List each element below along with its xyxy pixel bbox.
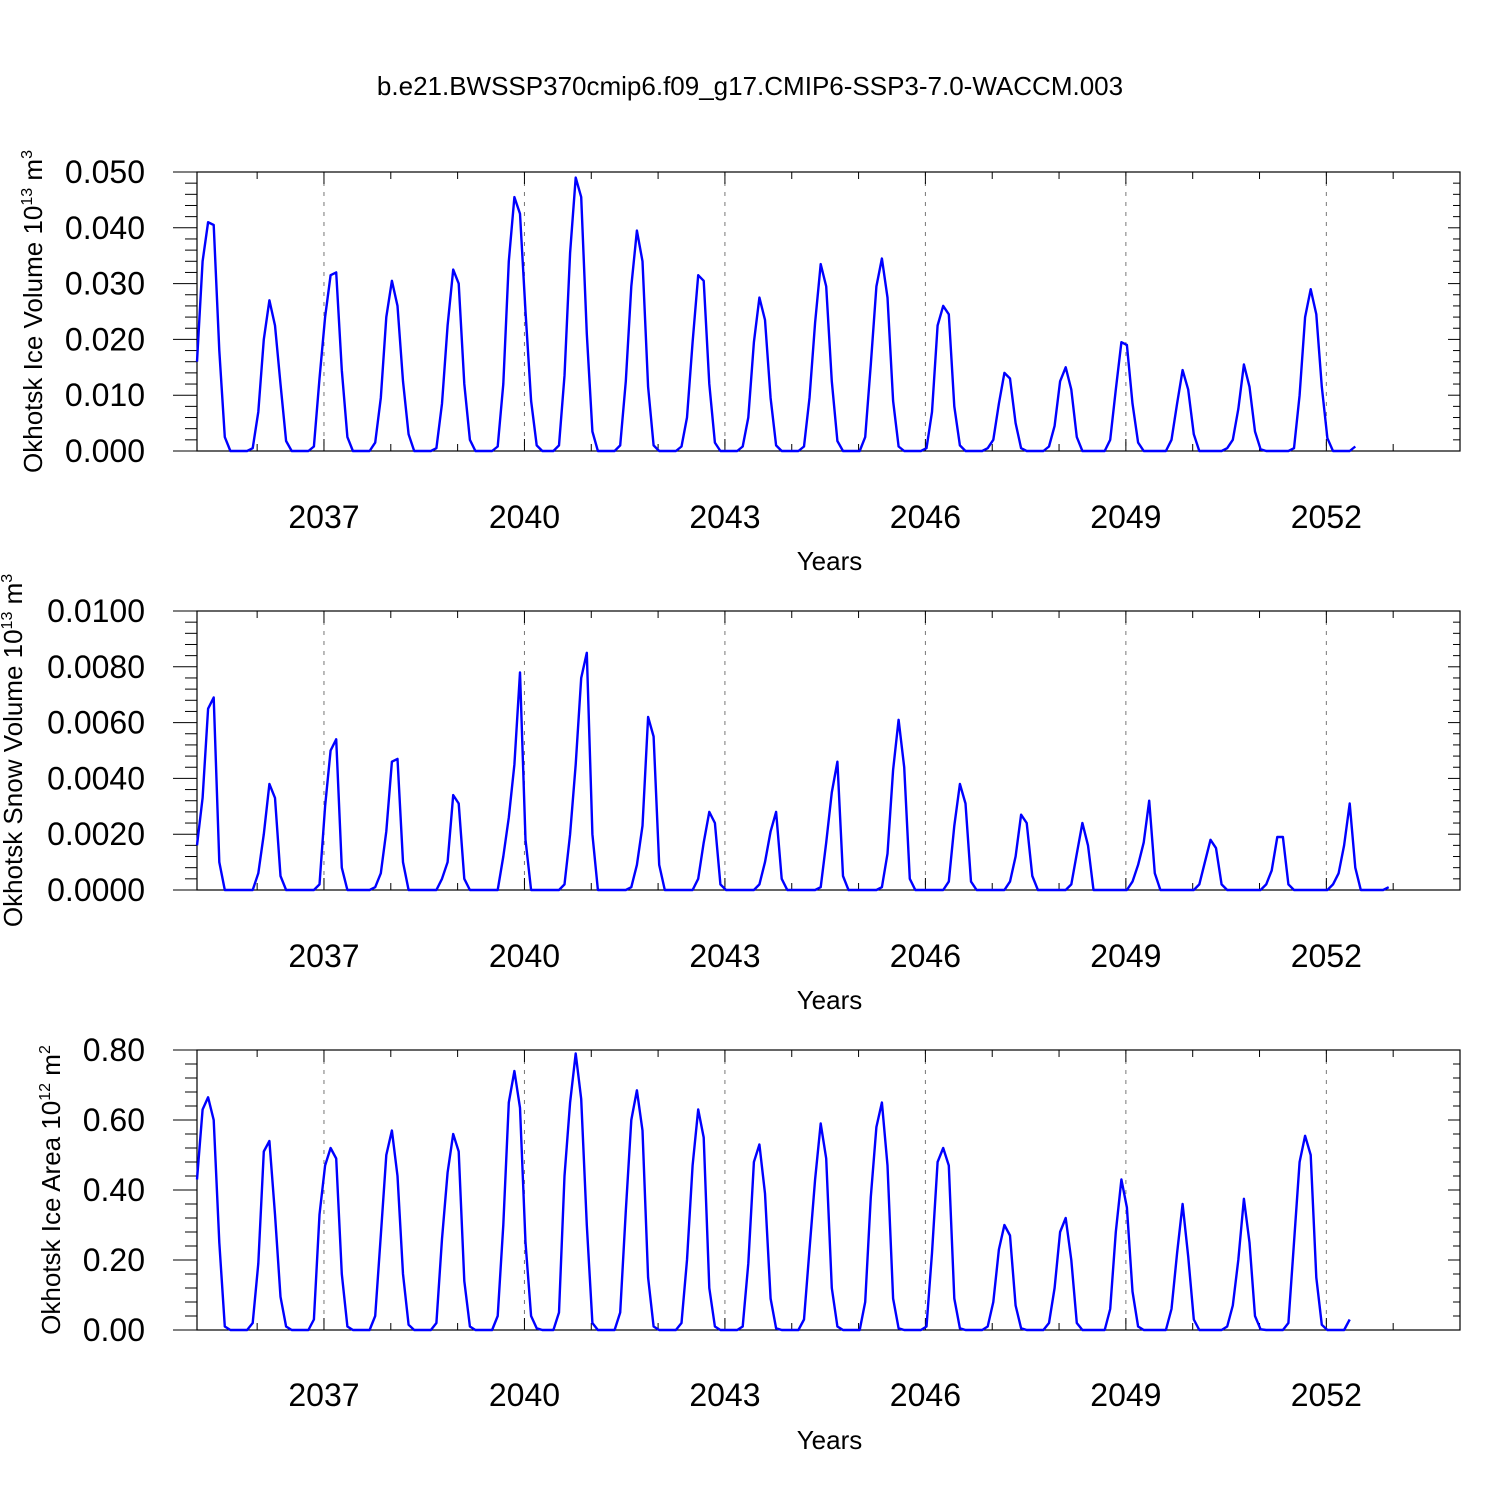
x-axis-label: Years: [797, 985, 863, 1015]
x-tick-label: 2040: [489, 938, 560, 974]
x-tick-label: 2049: [1090, 499, 1161, 535]
series-line: [195, 651, 1390, 892]
x-tick-label: 2037: [288, 1377, 359, 1413]
y-tick-label: 0.010: [65, 377, 145, 413]
chart-panel-3: 2037 2040 2043 2046 2049 2052 0.00 0.20 0.40 0.60…: [36, 1032, 1461, 1455]
x-tick-label: 2040: [489, 1377, 560, 1413]
y-tick-label: 0.050: [65, 154, 145, 190]
y-tick-label: 0.040: [65, 210, 145, 246]
y-tick-label: 0.0020: [47, 816, 145, 852]
y-tick-label: 0.20: [83, 1242, 145, 1278]
x-axis-label: Years: [797, 1425, 863, 1455]
y-tick-label: 0.60: [83, 1102, 145, 1138]
x-tick-label: 2052: [1291, 938, 1362, 974]
x-tick-label: 2052: [1291, 1377, 1362, 1413]
x-tick-label: 2037: [288, 499, 359, 535]
chart-panel-1: 2037 2040 2043 2046 2049 2052 0.000 0.010 0.020 0…: [18, 150, 1461, 576]
chart-panel-2: 2037 2040 2043 2046 2049 2052 0.0000 0.0020 0.00…: [0, 574, 1461, 1015]
x-tick-label: 2043: [689, 499, 760, 535]
x-tick-label: 2040: [489, 499, 560, 535]
y-axis-label: Okhotsk Snow Volume 1013 m3: [0, 574, 28, 927]
y-tick-label: 0.030: [65, 266, 145, 302]
x-tick-label: 2046: [890, 499, 961, 535]
y-tick-label: 0.0100: [47, 593, 145, 629]
y-tick-label: 0.0080: [47, 649, 145, 685]
x-tick-label: 2049: [1090, 938, 1161, 974]
y-tick-label: 0.0000: [47, 872, 145, 908]
y-tick-label: 0.40: [83, 1172, 145, 1208]
panels: 2037 2040 2043 2046 2049 2052 0.000 0.010 0.020 0…: [0, 150, 1461, 1455]
y-tick-label: 0.00: [83, 1312, 145, 1348]
series-line: [195, 1052, 1351, 1332]
x-tick-label: 2046: [890, 938, 961, 974]
y-tick-label: 0.0060: [47, 705, 145, 741]
x-tick-label: 2043: [689, 938, 760, 974]
y-tick-label: 0.020: [65, 321, 145, 357]
plot-frame: [196, 610, 1461, 891]
x-tick-label: 2052: [1291, 499, 1362, 535]
y-tick-label: 0.0040: [47, 760, 145, 796]
y-axis-label: Okhotsk Ice Volume 1013 m3: [18, 150, 48, 473]
y-tick-label: 0.80: [83, 1032, 145, 1068]
x-tick-label: 2037: [288, 938, 359, 974]
y-axis-label: Okhotsk Ice Area 1012 m2: [36, 1045, 66, 1335]
x-tick-label: 2046: [890, 1377, 961, 1413]
plot-frame: [196, 171, 1461, 452]
x-tick-label: 2049: [1090, 1377, 1161, 1413]
figure-title: b.e21.BWSSP370cmip6.f09_g17.CMIP6-SSP3-7…: [377, 71, 1123, 101]
x-tick-label: 2043: [689, 1377, 760, 1413]
x-axis-label: Years: [797, 546, 863, 576]
y-tick-label: 0.000: [65, 433, 145, 469]
series-line: [195, 176, 1357, 453]
